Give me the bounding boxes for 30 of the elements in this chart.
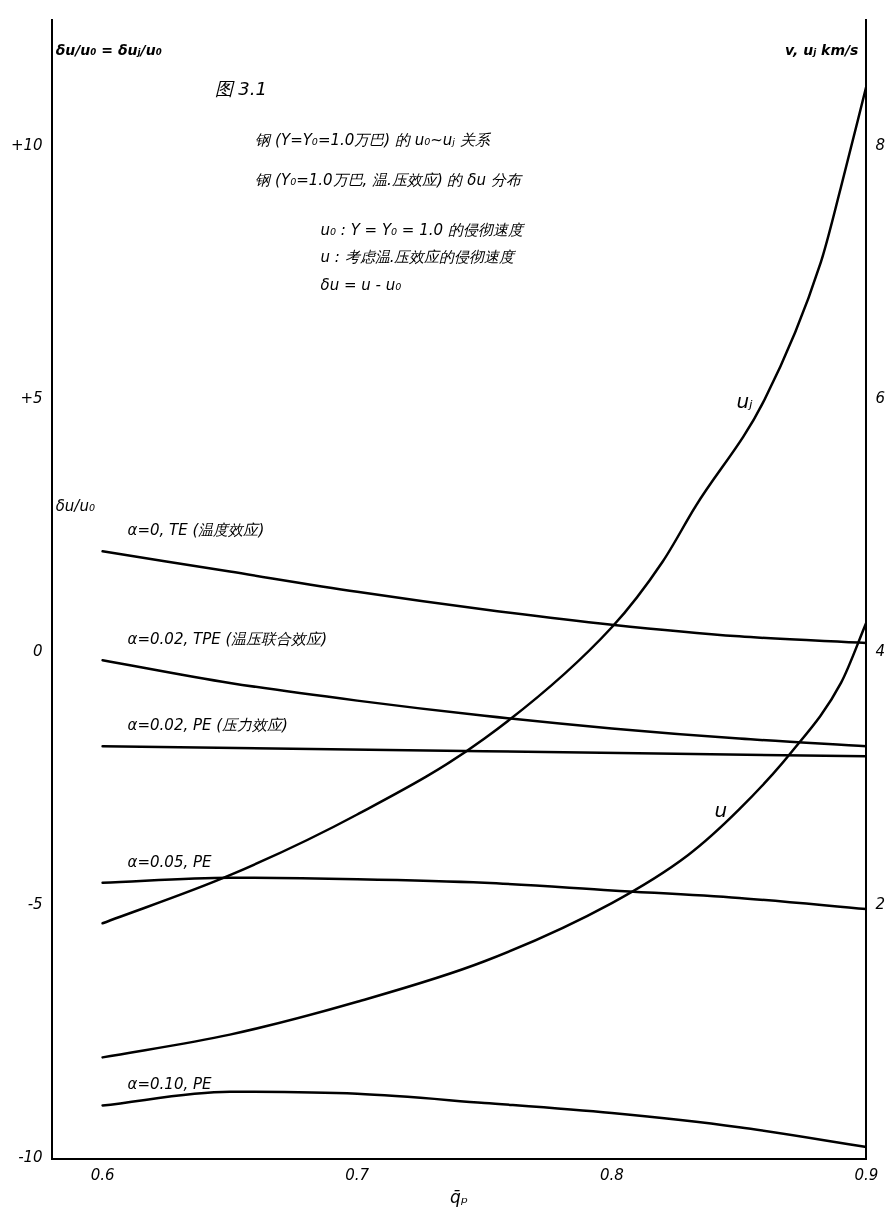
annotation: δu/u₀	[55, 496, 95, 515]
annotation: δu = u - u₀	[320, 276, 402, 294]
annotation: u : 考虑温.压效应的侵彻速度	[320, 248, 518, 266]
series-label: u	[714, 798, 728, 823]
series-label: α=0.02, PE (压力效应)	[127, 716, 288, 735]
y-tick-label: 0	[33, 642, 43, 661]
series-label: uⱼ	[736, 388, 754, 413]
y-tick-label: -10	[18, 1148, 43, 1167]
x-tick-label: 0.8	[599, 1166, 624, 1185]
x-tick-label: 0.9	[854, 1166, 879, 1185]
y-tick-label: +10	[11, 136, 43, 155]
annotation: u₀ : Y = Y₀ = 1.0 的侵彻速度	[320, 221, 526, 239]
series-label: α=0.10, PE	[127, 1075, 213, 1094]
series-label: α=0, TE (温度效应)	[127, 521, 265, 540]
y2-tick-label: 2	[875, 895, 885, 914]
annotation: 钢 (Y₀=1.0万巴, 温.压效应) 的 δu 分布	[255, 171, 523, 189]
text: 钢 (Y=Y₀=1.0万巴) 的 u₀~uⱼ 关系	[255, 131, 492, 149]
y2-axis-title: v, uⱼ km/s	[785, 42, 859, 58]
y-tick-label: +5	[20, 389, 43, 408]
y2-tick-label: 6	[875, 389, 885, 408]
series-label: α=0.02, TPE (温压联合效应)	[127, 630, 328, 649]
series-label: α=0.05, PE	[127, 852, 213, 871]
x-tick-label: 0.6	[90, 1166, 115, 1185]
y2-tick-label: 4	[875, 642, 885, 661]
y-tick-label: -5	[27, 895, 43, 914]
x-axis-title: q̄ₚ	[450, 1187, 469, 1208]
x-tick-label: 0.7	[345, 1166, 370, 1185]
text: 图 3.1	[214, 78, 267, 99]
y-axis-title: δu/u₀ = δuⱼ/u₀	[55, 42, 162, 58]
y2-tick-label: 8	[875, 136, 885, 155]
